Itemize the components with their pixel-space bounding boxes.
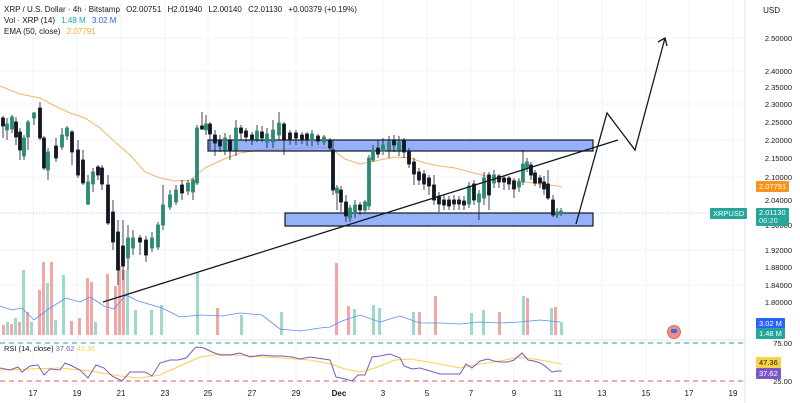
ema-value: 2.07791 xyxy=(66,27,96,36)
change-value: +0.00379 (+0.19%) xyxy=(288,5,357,14)
price-tick: 2.04000 xyxy=(764,196,792,205)
rsi-ma-line xyxy=(0,353,563,379)
rsi-value: 37.62 xyxy=(55,344,75,353)
date-tick: 3 xyxy=(380,389,386,398)
date-tick: 21 xyxy=(116,389,126,398)
date-tick: 29 xyxy=(291,389,301,398)
us-economic-event-icon[interactable] xyxy=(667,325,681,339)
rsi-ma-value: 47.36 xyxy=(76,344,96,353)
price-tick: 2.25000 xyxy=(764,118,792,127)
rsi-ma-tag: 47.36 xyxy=(756,357,781,368)
date-tick: 23 xyxy=(160,389,170,398)
close-label: C xyxy=(248,5,254,14)
date-tick: 7 xyxy=(468,389,474,398)
price-tick: 2.10000 xyxy=(764,173,792,182)
chart-legend: XRP / U.S. Dollar · 4h · Bitstamp O2.007… xyxy=(4,4,357,37)
low-label: L xyxy=(208,5,213,14)
price-tick: 2.50000 xyxy=(764,34,792,43)
ascending-trendline xyxy=(102,139,619,303)
volume-tag: 1.48 M xyxy=(756,328,785,339)
currency-label[interactable]: USD xyxy=(763,6,780,15)
date-tick-month: Dec xyxy=(331,389,347,398)
volume-ma-tag: 3.02 M xyxy=(756,318,785,329)
date-tick: 13 xyxy=(597,389,607,398)
date-tick: 17 xyxy=(684,389,694,398)
symbol-title[interactable]: XRP / U.S. Dollar · 4h · Bitstamp xyxy=(4,5,120,14)
symbol-price-tag: XRPUSD xyxy=(710,208,748,219)
rsi-lower-label: 25.00 xyxy=(773,377,792,386)
bar-countdown: 06:20 xyxy=(759,216,778,225)
volume-ma-value: 3.02 M xyxy=(91,16,117,25)
low-value: 2.00140 xyxy=(212,5,242,14)
price-tick: 1.88000 xyxy=(764,263,792,272)
ema-label[interactable]: EMA (50, close) xyxy=(4,27,61,36)
grid xyxy=(0,0,745,385)
high-value: 2.01940 xyxy=(173,5,203,14)
ema-price-tag: 2.07791 xyxy=(756,181,790,192)
volume-value: 1.48 M xyxy=(61,16,86,25)
open-label: O xyxy=(126,5,133,14)
last-price-value: 2.01130 xyxy=(759,208,786,217)
price-tick: 2.40000 xyxy=(764,67,792,76)
projection-path xyxy=(575,37,666,225)
ema-row: EMA (50, close) 2.07791 xyxy=(4,26,357,37)
price-tick: 2.20000 xyxy=(764,136,792,145)
price-tick: 2.15000 xyxy=(764,154,792,163)
price-tick: 2.35000 xyxy=(764,83,792,92)
high-label: H xyxy=(167,5,174,14)
rsi-legend: RSI (14, close) 37.62 47.36 xyxy=(4,344,95,353)
date-tick: 11 xyxy=(553,389,563,398)
rsi-tag: 37.62 xyxy=(756,368,781,379)
candles xyxy=(1,102,563,285)
price-tick: 1.92000 xyxy=(764,246,792,255)
price-tick: 1.80000 xyxy=(764,298,792,307)
volume-row: Vol · XRP (14) 1.48 M 3.02 M xyxy=(4,15,357,26)
last-price-tag: 2.01130 06:20 xyxy=(756,208,789,226)
date-tick: 19 xyxy=(728,389,738,398)
date-tick: 17 xyxy=(28,389,38,398)
volume-label[interactable]: Vol · XRP (14) xyxy=(4,16,55,25)
price-tick: 2.30000 xyxy=(764,100,792,109)
open-value: 2.00751 xyxy=(132,5,162,14)
date-tick: 19 xyxy=(72,389,82,398)
volume-ma-line xyxy=(0,294,561,332)
date-tick: 5 xyxy=(424,389,430,398)
arrowhead xyxy=(657,37,668,47)
date-tick: 27 xyxy=(247,389,257,398)
date-tick: 25 xyxy=(203,389,213,398)
date-tick: 15 xyxy=(641,389,651,398)
support-zone xyxy=(284,212,594,227)
rsi-upper-label: 75.00 xyxy=(773,339,792,348)
date-tick: 9 xyxy=(511,389,517,398)
rsi-line xyxy=(0,346,562,382)
symbol-row: XRP / U.S. Dollar · 4h · Bitstamp O2.007… xyxy=(4,4,357,15)
close-value: 2.01130 xyxy=(253,5,283,14)
rsi-label[interactable]: RSI (14, close) xyxy=(4,344,54,353)
price-tick: 1.84000 xyxy=(764,281,792,290)
